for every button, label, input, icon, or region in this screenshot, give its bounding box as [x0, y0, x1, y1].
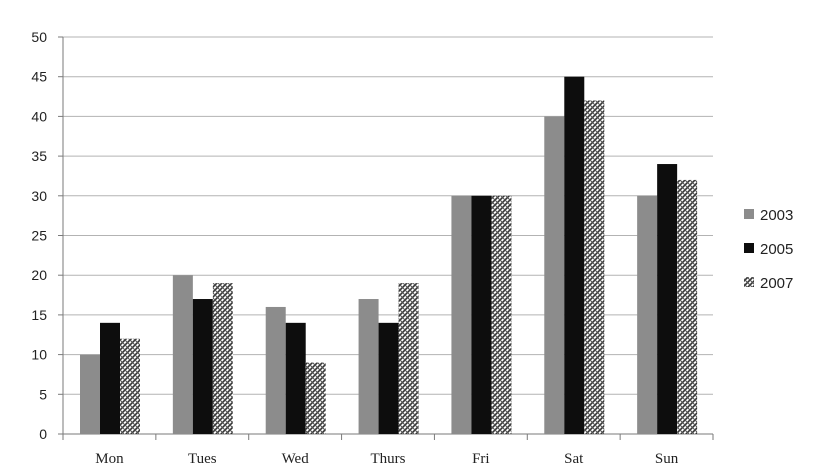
x-tick-label: Wed — [282, 451, 310, 467]
bar-2003-fri — [451, 195, 472, 434]
y-tick-label: 0 — [39, 426, 47, 442]
y-tick-label: 30 — [31, 188, 47, 204]
bar-2007-mon — [120, 338, 140, 434]
bars — [80, 76, 698, 435]
y-tick-label: 45 — [31, 69, 47, 85]
legend-swatch-2005 — [744, 243, 754, 253]
x-axis: Mon Tues Wed Thurs Fri Sat Sun — [62, 434, 714, 467]
x-tick-label: Mon — [95, 451, 124, 467]
x-tick-label: Tues — [188, 451, 217, 467]
gridlines — [63, 36, 713, 435]
bar-2005-tues — [192, 299, 213, 434]
y-axis-ticks: 0 5 10 15 20 25 30 35 40 45 50 — [31, 29, 64, 442]
y-tick-label: 15 — [31, 307, 47, 323]
bar-2003-thurs — [358, 299, 379, 434]
bar-2005-sat — [564, 76, 585, 434]
bar-2003-tues — [172, 275, 193, 434]
legend-swatch-2007 — [744, 277, 754, 287]
x-tick-label: Fri — [472, 451, 490, 467]
x-tick-label: Sun — [655, 451, 679, 467]
bar-2007-sun — [677, 179, 698, 434]
bar-2007-tues — [212, 283, 233, 434]
bar-2005-mon — [100, 322, 120, 434]
y-tick-label: 50 — [31, 29, 47, 45]
legend-label: 2005 — [760, 241, 793, 258]
y-tick-label: 10 — [31, 347, 47, 363]
bar-2005-thurs — [378, 322, 399, 434]
y-tick-label: 40 — [31, 108, 47, 124]
bar-2005-fri — [471, 195, 492, 434]
y-tick-label: 35 — [31, 148, 47, 164]
bar-2007-sat — [584, 100, 605, 435]
bar-2007-wed — [305, 362, 326, 434]
x-tick-label: Sat — [564, 451, 584, 467]
bar-2007-fri — [491, 195, 512, 434]
bar-2003-wed — [265, 306, 286, 434]
bar-2003-sun — [637, 195, 658, 434]
bar-2003-sat — [544, 116, 565, 435]
x-tick-label: Thurs — [371, 451, 406, 467]
y-tick-label: 25 — [31, 228, 47, 244]
legend-label: 2003 — [760, 207, 793, 224]
y-tick-label: 20 — [31, 267, 47, 283]
bar-2003-mon — [80, 354, 100, 434]
bar-2005-wed — [285, 322, 306, 434]
legend: 2003 2005 2007 — [744, 207, 793, 292]
legend-label: 2007 — [760, 275, 793, 292]
bar-2005-sun — [657, 164, 678, 435]
y-tick-label: 5 — [39, 386, 47, 402]
bar-2007-thurs — [398, 283, 419, 434]
legend-swatch-2003 — [744, 209, 754, 219]
